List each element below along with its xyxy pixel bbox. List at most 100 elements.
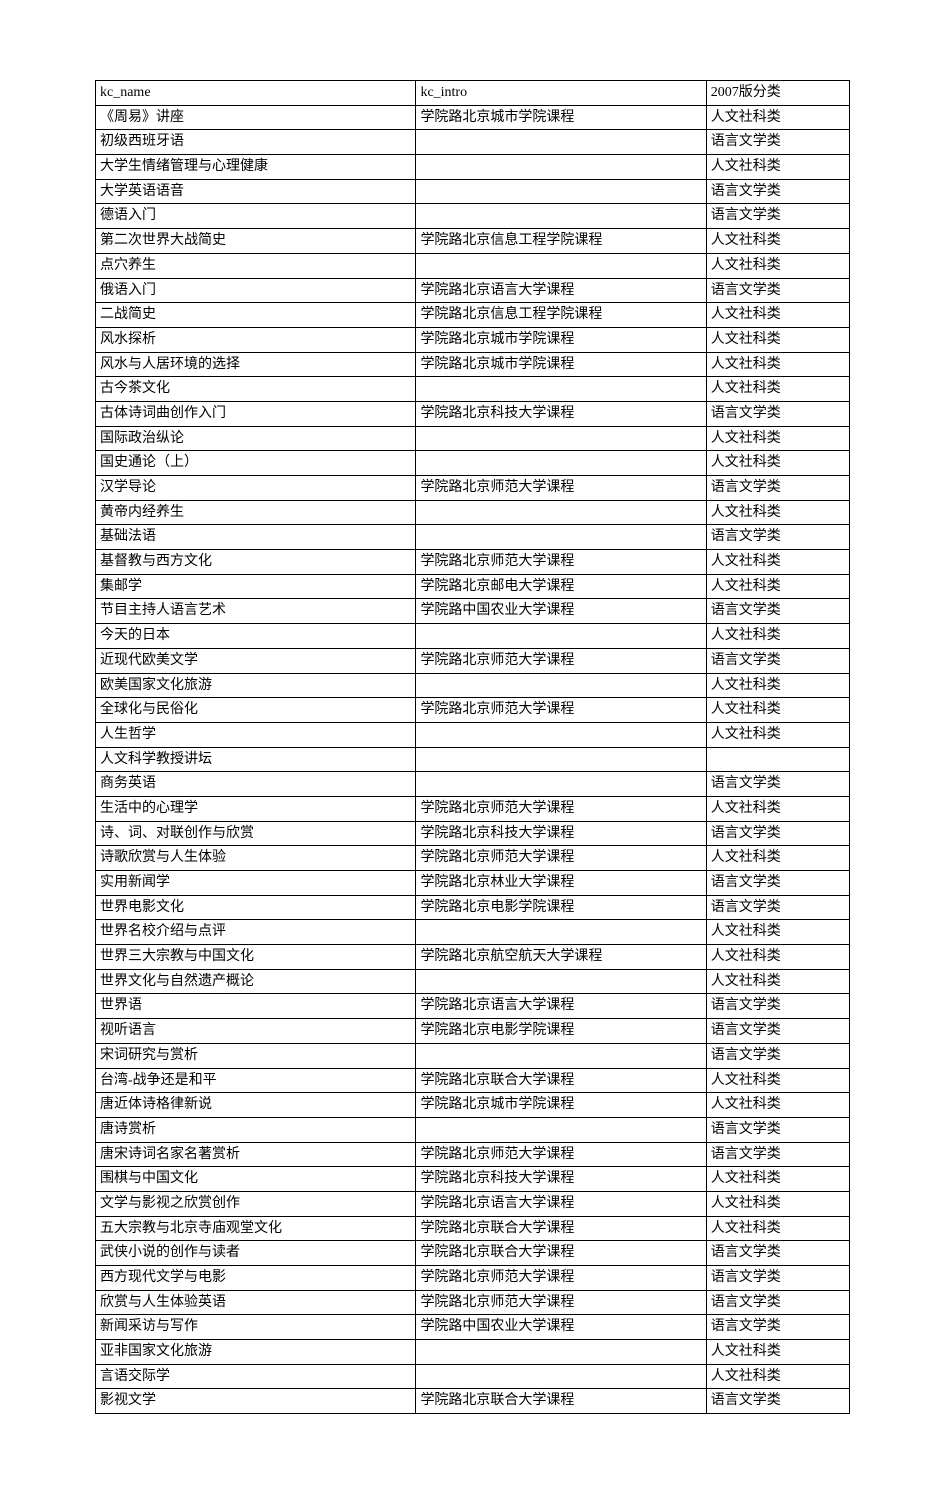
table-row: 文学与影视之欣赏创作学院路北京语言大学课程人文社科类 xyxy=(96,1191,850,1216)
table-cell: 五大宗教与北京寺庙观堂文化 xyxy=(96,1216,416,1241)
table-cell: 人文社科类 xyxy=(706,426,849,451)
table-cell: 亚非国家文化旅游 xyxy=(96,1340,416,1365)
table-row: 生活中的心理学学院路北京师范大学课程人文社科类 xyxy=(96,796,850,821)
table-cell: 唐诗赏析 xyxy=(96,1117,416,1142)
table-cell: 国际政治纵论 xyxy=(96,426,416,451)
table-row: 诗歌欣赏与人生体验学院路北京师范大学课程人文社科类 xyxy=(96,846,850,871)
table-cell: 实用新闻学 xyxy=(96,871,416,896)
table-cell: 人文社科类 xyxy=(706,1068,849,1093)
table-cell: 人文社科类 xyxy=(706,500,849,525)
table-row: 基督教与西方文化学院路北京师范大学课程人文社科类 xyxy=(96,550,850,575)
table-cell: 古今茶文化 xyxy=(96,377,416,402)
table-cell: 风水探析 xyxy=(96,327,416,352)
table-row: 近现代欧美文学学院路北京师范大学课程语言文学类 xyxy=(96,648,850,673)
table-row: 商务英语语言文学类 xyxy=(96,772,850,797)
table-cell: 语言文学类 xyxy=(706,994,849,1019)
table-cell: 语言文学类 xyxy=(706,895,849,920)
table-cell xyxy=(416,1043,706,1068)
table-cell: 人文社科类 xyxy=(706,155,849,180)
table-cell: 语言文学类 xyxy=(706,401,849,426)
table-row: 世界电影文化学院路北京电影学院课程语言文学类 xyxy=(96,895,850,920)
table-cell xyxy=(416,673,706,698)
table-row: 初级西班牙语语言文学类 xyxy=(96,130,850,155)
table-cell: 商务英语 xyxy=(96,772,416,797)
table-cell xyxy=(416,130,706,155)
table-row: 黄帝内经养生人文社科类 xyxy=(96,500,850,525)
table-cell xyxy=(416,500,706,525)
table-cell xyxy=(416,1340,706,1365)
table-row: 西方现代文学与电影学院路北京师范大学课程语言文学类 xyxy=(96,1266,850,1291)
table-row: 汉学导论学院路北京师范大学课程语言文学类 xyxy=(96,476,850,501)
table-cell: 诗歌欣赏与人生体验 xyxy=(96,846,416,871)
table-cell: 学院路北京林业大学课程 xyxy=(416,871,706,896)
table-cell: 人文社科类 xyxy=(706,698,849,723)
table-cell: 今天的日本 xyxy=(96,624,416,649)
table-row: 点穴养生人文社科类 xyxy=(96,253,850,278)
table-cell: 语言文学类 xyxy=(706,1315,849,1340)
table-cell: 人文社科类 xyxy=(706,1340,849,1365)
table-cell: 人文社科类 xyxy=(706,945,849,970)
table-cell: 语言文学类 xyxy=(706,1019,849,1044)
table-row: 国际政治纵论 人文社科类 xyxy=(96,426,850,451)
table-cell: 基础法语 xyxy=(96,525,416,550)
table-row: 亚非国家文化旅游 人文社科类 xyxy=(96,1340,850,1365)
table-cell: 学院路北京师范大学课程 xyxy=(416,476,706,501)
table-cell: 语言文学类 xyxy=(706,278,849,303)
table-cell: 人文社科类 xyxy=(706,1191,849,1216)
table-cell: 点穴养生 xyxy=(96,253,416,278)
table-cell: 语言文学类 xyxy=(706,1142,849,1167)
table-body: kc_namekc_intro2007版分类《周易》讲座学院路北京城市学院课程人… xyxy=(96,81,850,1414)
column-header: 2007版分类 xyxy=(706,81,849,106)
table-row: 言语交际学人文社科类 xyxy=(96,1364,850,1389)
table-cell: 人文社科类 xyxy=(706,722,849,747)
table-cell: 宋词研究与赏析 xyxy=(96,1043,416,1068)
table-row: 唐宋诗词名家名著赏析学院路北京师范大学课程语言文学类 xyxy=(96,1142,850,1167)
table-cell: 西方现代文学与电影 xyxy=(96,1266,416,1291)
table-cell: 语言文学类 xyxy=(706,599,849,624)
table-cell: 文学与影视之欣赏创作 xyxy=(96,1191,416,1216)
table-header-row: kc_namekc_intro2007版分类 xyxy=(96,81,850,106)
table-cell: 影视文学 xyxy=(96,1389,416,1414)
table-cell: 学院路北京电影学院课程 xyxy=(416,1019,706,1044)
table-cell: 世界电影文化 xyxy=(96,895,416,920)
table-row: 风水与人居环境的选择学院路北京城市学院课程人文社科类 xyxy=(96,352,850,377)
table-row: 《周易》讲座学院路北京城市学院课程人文社科类 xyxy=(96,105,850,130)
table-cell xyxy=(416,1364,706,1389)
table-row: 世界语学院路北京语言大学课程语言文学类 xyxy=(96,994,850,1019)
table-cell xyxy=(416,1117,706,1142)
table-cell: 人文社科类 xyxy=(706,673,849,698)
table-cell xyxy=(416,377,706,402)
table-cell: 学院路北京联合大学课程 xyxy=(416,1068,706,1093)
table-cell: 世界名校介绍与点评 xyxy=(96,920,416,945)
table-cell: 《周易》讲座 xyxy=(96,105,416,130)
table-cell: 学院路北京信息工程学院课程 xyxy=(416,303,706,328)
table-row: 武侠小说的创作与读者学院路北京联合大学课程语言文学类 xyxy=(96,1241,850,1266)
table-row: 世界文化与自然遗产概论人文社科类 xyxy=(96,969,850,994)
table-cell xyxy=(416,179,706,204)
table-cell: 集邮学 xyxy=(96,574,416,599)
table-row: 人生哲学 人文社科类 xyxy=(96,722,850,747)
table-cell: 学院路北京航空航天大学课程 xyxy=(416,945,706,970)
table-cell: 语言文学类 xyxy=(706,525,849,550)
table-cell: 学院路北京师范大学课程 xyxy=(416,1266,706,1291)
table-cell: 人文社科类 xyxy=(706,352,849,377)
table-cell: 人文社科类 xyxy=(706,920,849,945)
table-cell: 人文社科类 xyxy=(706,846,849,871)
table-row: 台湾-战争还是和平学院路北京联合大学课程人文社科类 xyxy=(96,1068,850,1093)
table-row: 围棋与中国文化学院路北京科技大学课程人文社科类 xyxy=(96,1167,850,1192)
table-row: 国史通论（上）人文社科类 xyxy=(96,451,850,476)
table-cell xyxy=(416,155,706,180)
table-cell: 人生哲学 xyxy=(96,722,416,747)
table-cell: 大学生情绪管理与心理健康 xyxy=(96,155,416,180)
table-row: 德语入门语言文学类 xyxy=(96,204,850,229)
table-cell: 第二次世界大战简史 xyxy=(96,229,416,254)
table-cell: 学院路中国农业大学课程 xyxy=(416,1315,706,1340)
table-row: 基础法语 语言文学类 xyxy=(96,525,850,550)
table-cell xyxy=(416,772,706,797)
table-cell: 新闻采访与写作 xyxy=(96,1315,416,1340)
table-cell: 人文社科类 xyxy=(706,1216,849,1241)
table-cell: 人文社科类 xyxy=(706,796,849,821)
table-cell: 语言文学类 xyxy=(706,821,849,846)
table-row: 影视文学学院路北京联合大学课程语言文学类 xyxy=(96,1389,850,1414)
table-cell: 围棋与中国文化 xyxy=(96,1167,416,1192)
